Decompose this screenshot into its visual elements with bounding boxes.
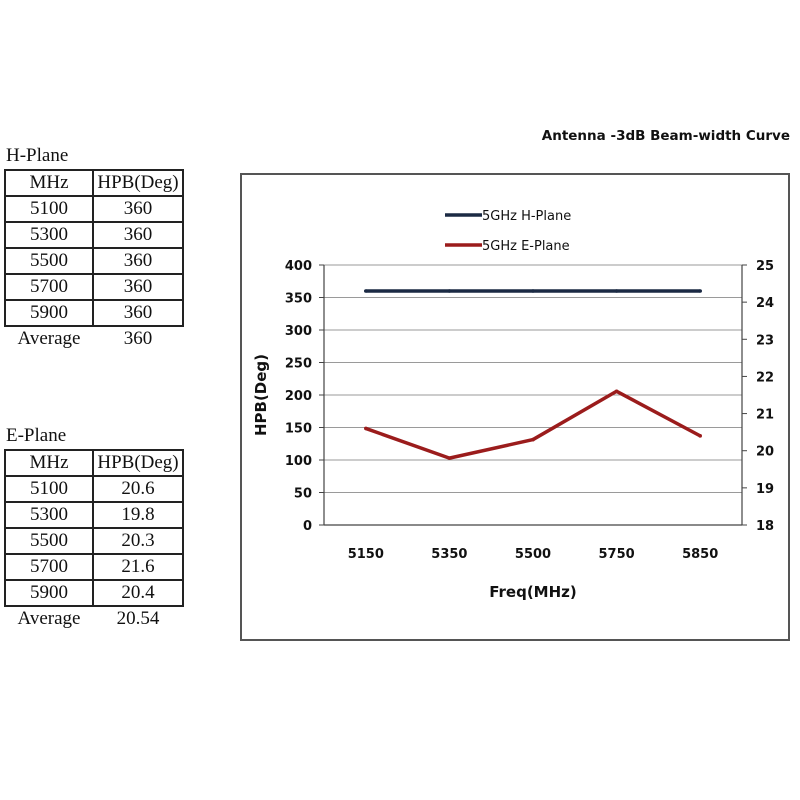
h-plane-label: H-Plane xyxy=(6,145,69,166)
chart-title: Antenna -3dB Beam-width Curve xyxy=(541,128,790,144)
average-value: 20.54 xyxy=(116,608,160,629)
data-point xyxy=(364,289,368,293)
x-tick-label: 5500 xyxy=(515,547,551,562)
e-plane-table: MHz HPB(Deg) 5100 20.6 5300 19.8 5500 20… xyxy=(4,449,184,631)
mhz-cell: 5100 xyxy=(4,475,94,503)
average-row: Average 20.54 xyxy=(5,606,183,631)
legend-label: 5GHz H-Plane xyxy=(482,209,571,224)
data-point xyxy=(531,437,535,442)
chart-frame: 0 50 100 150 200 250 300 350 400 18 19 20 21 22 23 24 25… xyxy=(240,173,790,641)
hpb-header: HPB(Deg) xyxy=(92,449,184,477)
x-tick-label: 5850 xyxy=(682,547,718,562)
beamwidth-chart: 0 50 100 150 200 250 300 350 400 18 19 20 21 22 23 24 25… xyxy=(252,209,774,601)
hpb-cell: 20.6 xyxy=(92,475,184,503)
table-row: 5900 20.4 xyxy=(4,579,184,607)
hpb-cell: 360 xyxy=(92,221,184,249)
table-row: 5300 19.8 xyxy=(4,501,184,529)
mhz-cell: 5100 xyxy=(4,195,94,223)
mhz-cell: 5900 xyxy=(4,299,94,327)
y2-tick-label: 25 xyxy=(756,259,774,274)
mhz-cell: 5300 xyxy=(4,221,94,249)
mhz-cell: 5500 xyxy=(4,247,94,275)
mhz-cell: 5700 xyxy=(4,273,94,301)
data-point xyxy=(614,389,619,394)
y2-tick-label: 22 xyxy=(756,370,774,385)
y-tick-label: 200 xyxy=(285,389,312,404)
y2-tick-label: 19 xyxy=(756,482,774,497)
table-row: 5500 360 xyxy=(4,247,184,275)
y2-tick-label: 23 xyxy=(756,333,774,348)
table-row: 5100 20.6 xyxy=(4,475,184,503)
average-label: Average xyxy=(17,328,81,349)
e-plane-label: E-Plane xyxy=(6,425,67,446)
y-tick-label: 50 xyxy=(294,487,312,502)
mhz-cell: 5700 xyxy=(4,553,94,581)
mhz-header: MHz xyxy=(4,449,94,477)
y-tick-label: 400 xyxy=(285,259,312,274)
y-tick-label: 100 xyxy=(285,454,312,469)
legend-label: 5GHz E-Plane xyxy=(482,239,570,254)
table-row: 5900 360 xyxy=(4,299,184,327)
y-tick-label: 300 xyxy=(285,324,312,339)
hpb-header: HPB(Deg) xyxy=(92,169,184,197)
series-line-e-plane xyxy=(365,389,702,460)
y2-tick-label: 21 xyxy=(756,408,774,423)
y2-tick-label: 20 xyxy=(756,445,774,460)
mhz-header: MHz xyxy=(4,169,94,197)
data-point xyxy=(364,426,368,431)
hpb-cell: 360 xyxy=(92,299,184,327)
mhz-cell: 5300 xyxy=(4,501,94,529)
data-point xyxy=(447,456,452,460)
y2-tick-label: 24 xyxy=(756,296,774,311)
hpb-cell: 19.8 xyxy=(92,501,184,529)
x-tick-label: 5750 xyxy=(599,547,635,562)
x-tick-label: 5350 xyxy=(431,547,467,562)
table-row: 5500 20.3 xyxy=(4,527,184,555)
y-tick-label: 250 xyxy=(285,357,312,372)
data-point xyxy=(698,289,702,293)
table-row: 5300 360 xyxy=(4,221,184,249)
table-row: 5700 21.6 xyxy=(4,553,184,581)
hpb-cell: 360 xyxy=(92,247,184,275)
hpb-cell: 360 xyxy=(92,273,184,301)
table-row: 5700 360 xyxy=(4,273,184,301)
y2-tick-label: 18 xyxy=(756,519,774,534)
average-value: 360 xyxy=(123,328,153,349)
data-point xyxy=(698,434,702,438)
y-tick-label: 150 xyxy=(285,422,312,437)
table-row: 5100 360 xyxy=(4,195,184,223)
mhz-cell: 5900 xyxy=(4,579,94,607)
h-plane-table: MHz HPB(Deg) 5100 360 5300 360 5500 360 … xyxy=(4,169,184,351)
mhz-cell: 5500 xyxy=(4,527,94,555)
average-label: Average xyxy=(17,608,81,629)
hpb-cell: 20.4 xyxy=(92,579,184,607)
x-axis-label: Freq(MHz) xyxy=(489,583,577,601)
table-header-row: MHz HPB(Deg) xyxy=(4,169,184,197)
x-tick-label: 5150 xyxy=(348,547,384,562)
data-point xyxy=(531,289,535,293)
hpb-cell: 360 xyxy=(92,195,184,223)
hpb-cell: 20.3 xyxy=(92,527,184,555)
data-point xyxy=(447,289,452,293)
y-tick-label: 0 xyxy=(303,519,312,534)
table-header-row: MHz HPB(Deg) xyxy=(4,449,184,477)
y-tick-label: 350 xyxy=(285,292,312,307)
y-axis-label: HPB(Deg) xyxy=(252,354,270,436)
average-row: Average 360 xyxy=(5,326,183,351)
data-point xyxy=(614,289,619,293)
hpb-cell: 21.6 xyxy=(92,553,184,581)
